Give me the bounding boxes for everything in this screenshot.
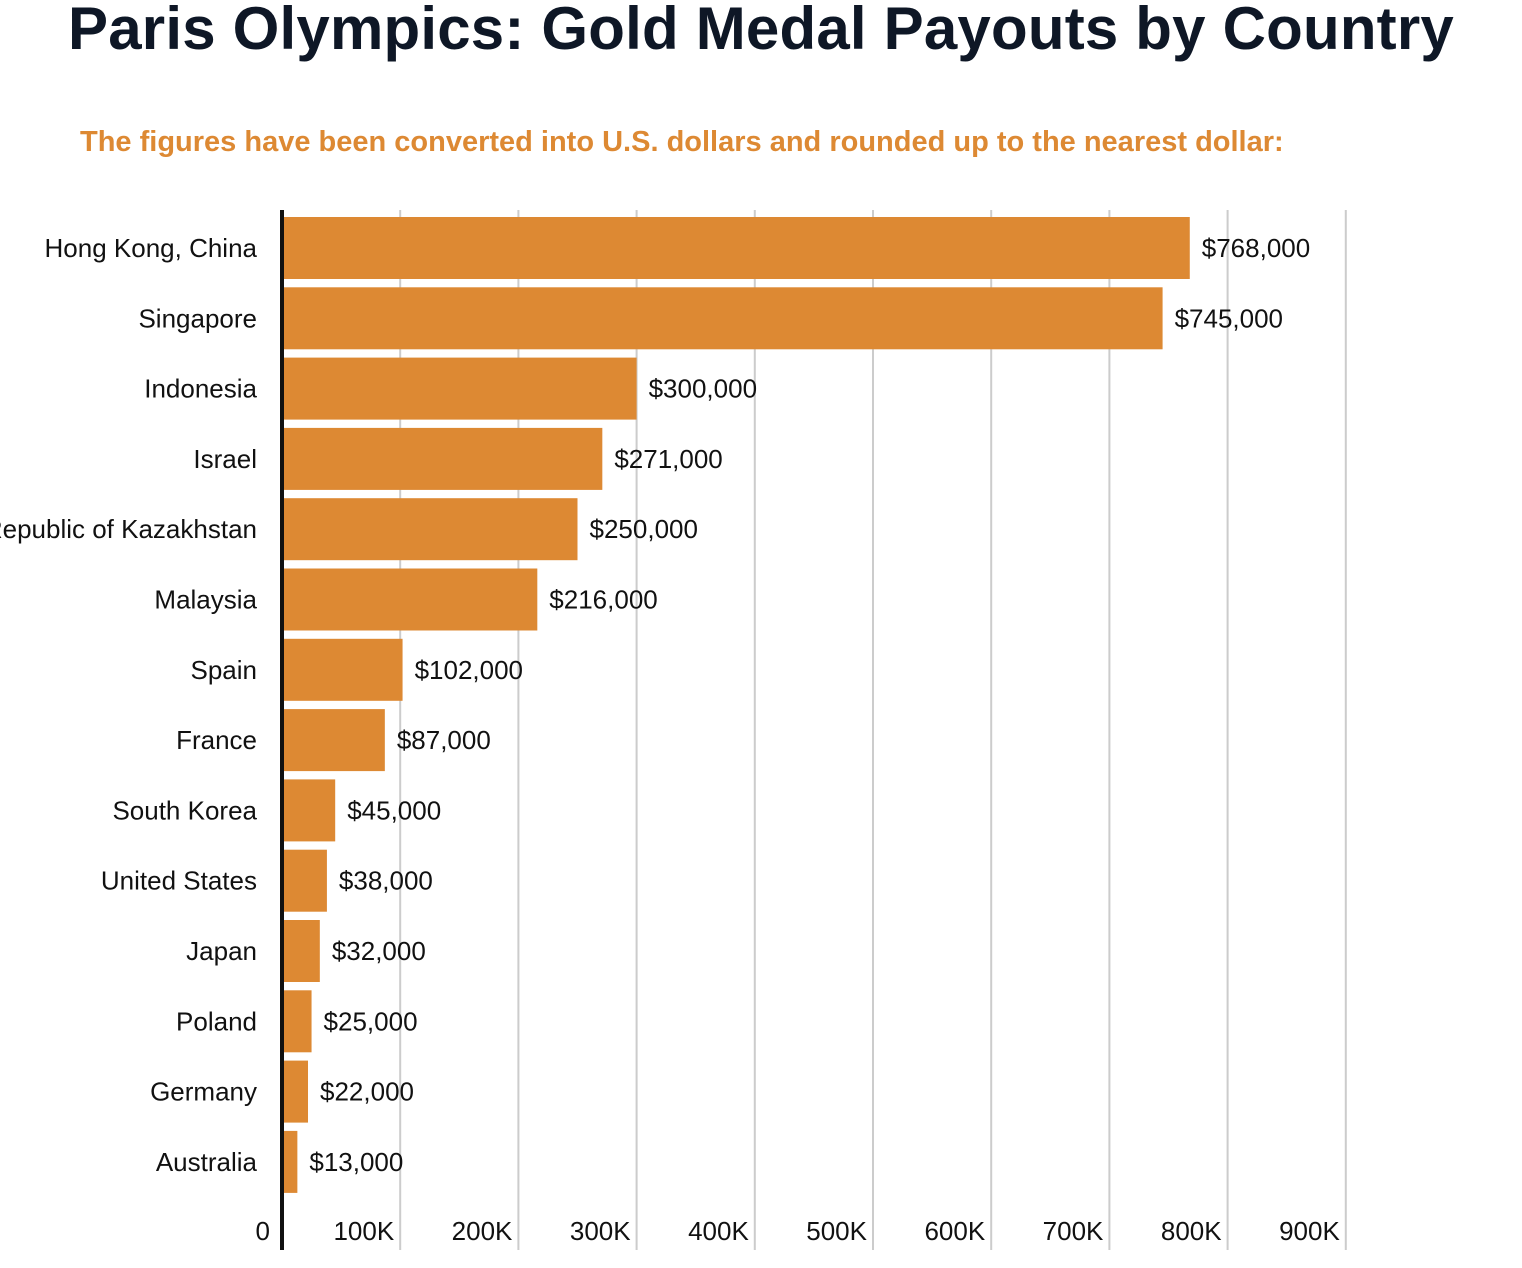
category-label: Israel (193, 444, 257, 474)
bar (282, 498, 578, 561)
bar (282, 568, 538, 631)
value-label: $768,000 (1202, 233, 1310, 263)
x-tick-label: 300K (570, 1216, 631, 1246)
x-tick-label: 600K (924, 1216, 985, 1246)
value-label: $22,000 (320, 1077, 414, 1107)
bar (282, 1060, 309, 1123)
x-tick-label: 700K (1043, 1216, 1104, 1246)
category-label: South Korea (112, 795, 257, 825)
bar (282, 287, 1163, 350)
category-label: Republic of Kazakhstan (0, 514, 257, 544)
category-label: Indonesia (144, 374, 257, 404)
bar (282, 920, 320, 982)
category-label: Japan (186, 936, 257, 966)
x-tick-label: 400K (688, 1216, 749, 1246)
category-label: Singapore (138, 303, 257, 333)
value-labels: $768,000 $745,000 $300,000 $271,000 $250,000… (309, 233, 1310, 1177)
x-tick-label: 100K (333, 1216, 394, 1246)
value-label: $745,000 (1175, 303, 1283, 333)
chart-subtitle: The figures have been converted into U.S… (80, 126, 1284, 158)
bar (282, 1130, 298, 1193)
value-label: $32,000 (332, 936, 426, 966)
bar (282, 849, 327, 912)
x-tick-label: 900K (1279, 1216, 1340, 1246)
category-label: Malaysia (154, 585, 257, 615)
value-label: $271,000 (614, 444, 722, 474)
value-label: $300,000 (649, 374, 757, 404)
value-label: $25,000 (324, 1006, 418, 1036)
x-tick-labels: 0 100K 200K 300K 400K 500K 600K 700K 800K 900K (256, 1216, 1341, 1246)
bars (282, 217, 1190, 1193)
value-label: $87,000 (397, 725, 491, 755)
gridlines (399, 210, 1347, 1250)
bar (282, 357, 637, 420)
category-label: Spain (191, 655, 258, 685)
value-label: $250,000 (590, 514, 698, 544)
category-label: France (176, 725, 257, 755)
category-labels: Hong Kong, China Singapore Indonesia Israel… (0, 233, 258, 1177)
value-label: $102,000 (415, 655, 523, 685)
bar (282, 990, 312, 1053)
bar (282, 638, 403, 701)
category-label: United States (101, 866, 257, 896)
category-label: Australia (156, 1147, 258, 1177)
bar (282, 709, 385, 772)
value-label: $38,000 (339, 866, 433, 896)
x-tick-label: 200K (452, 1216, 513, 1246)
x-tick-label: 800K (1161, 1216, 1222, 1246)
x-tick-label: 500K (806, 1216, 867, 1246)
value-label: $216,000 (549, 585, 657, 615)
bar (282, 779, 336, 842)
bar (282, 427, 603, 490)
category-label: Poland (176, 1006, 257, 1036)
category-label: Hong Kong, China (45, 233, 258, 263)
x-tick-label: 0 (256, 1216, 270, 1246)
bar (282, 217, 1190, 279)
chart-title: Paris Olympics: Gold Medal Payouts by Co… (68, 0, 1454, 62)
category-label: Germany (150, 1077, 257, 1107)
value-label: $13,000 (309, 1147, 403, 1177)
value-label: $45,000 (347, 795, 441, 825)
